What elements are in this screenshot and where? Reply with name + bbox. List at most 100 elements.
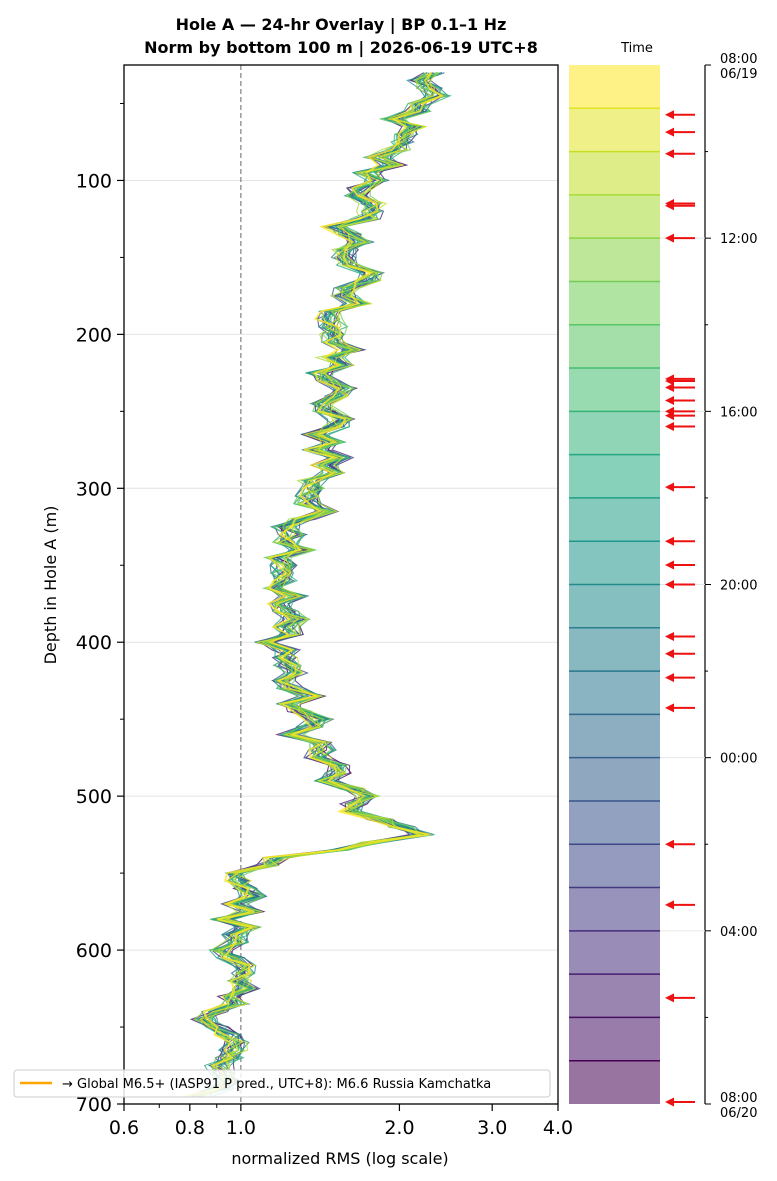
time-tick-label-5: 04:00 (720, 925, 757, 940)
series-hour-3 (189, 72, 434, 1097)
x-axis-label: normalized RMS (log scale) (231, 1149, 448, 1168)
x-tick-label-4: 3.0 (477, 1117, 507, 1139)
y-tick-label-6: 700 (76, 1094, 112, 1116)
event-arrow-12 (665, 421, 695, 431)
event-arrow-head (665, 411, 674, 421)
colorbar-band-21 (569, 974, 660, 1018)
colorbar-band-12 (569, 584, 660, 628)
time-tick-label-6: 08:00 (720, 1091, 757, 1106)
colorbar-axis: 08:0006/1912:0016:0020:0000:0004:0008:00… (660, 52, 757, 1121)
event-markers (665, 110, 695, 1107)
event-arrow-24 (665, 1097, 695, 1107)
event-arrow-5 (665, 233, 695, 243)
event-arrow-head (665, 201, 674, 211)
event-arrow-head (665, 560, 674, 570)
colorbar-band-4 (569, 238, 660, 282)
colorbar-band-13 (569, 627, 660, 672)
event-arrow-head (665, 673, 674, 683)
event-arrow-0 (665, 110, 695, 120)
series-hour-10 (196, 72, 433, 1097)
y-tick-label-2: 300 (76, 478, 112, 500)
series-hour-0 (183, 72, 444, 1098)
x-tick-label-5: 4.0 (543, 1117, 573, 1139)
event-arrow-head (665, 631, 674, 641)
y-axis: 100 200 300 400 500 600 700 (76, 102, 124, 1116)
event-arrow-21 (665, 839, 695, 849)
colorbar-band-6 (569, 324, 660, 369)
event-arrow-11 (665, 411, 695, 421)
time-tick-label-4: 00:00 (720, 752, 757, 767)
chart-title-line1: Hole A — 24-hr Overlay | BP 0.1–1 Hz (176, 15, 507, 35)
colorbar-label: Time (620, 41, 653, 56)
colorbar-band-18 (569, 844, 660, 888)
x-tick-label-0: 0.6 (109, 1117, 139, 1139)
time-tick-label-0: 08:00 (720, 52, 757, 67)
event-arrow-2 (665, 149, 695, 159)
event-arrow-13 (665, 482, 695, 492)
legend-box (13, 1069, 551, 1098)
event-arrow-7 (665, 376, 695, 386)
event-arrow-head (665, 233, 674, 243)
series-hour-1 (199, 72, 435, 1097)
colorbar-band-8 (569, 411, 660, 455)
event-arrow-22 (665, 900, 695, 910)
x-tick-label-1: 0.8 (175, 1117, 205, 1139)
event-arrow-head (665, 110, 674, 120)
plot-frame (123, 64, 559, 1105)
time-tick-label-2: 16:00 (720, 405, 757, 420)
y-tick-label-1: 200 (76, 324, 112, 346)
x-tick-label-2: 1.0 (226, 1117, 256, 1139)
x-axis: 0.6 0.8 1.0 2.0 3.0 4.0 (109, 1104, 573, 1139)
colorbar-band-10 (569, 497, 660, 542)
colorbar-band-15 (569, 714, 660, 758)
event-arrow-head (665, 839, 674, 849)
colorbar-band-16 (569, 757, 660, 801)
event-arrow-20 (665, 703, 695, 713)
colorbar-band-11 (569, 541, 660, 585)
event-arrow-head (665, 421, 674, 431)
colorbar (569, 65, 660, 1104)
colorbar-band-14 (569, 671, 660, 715)
event-arrow-15 (665, 560, 695, 570)
event-arrow-head (665, 396, 674, 406)
event-arrow-9 (665, 396, 695, 406)
event-arrow-head (665, 900, 674, 910)
colorbar-band-17 (569, 800, 660, 845)
y-tick-label-4: 500 (76, 786, 112, 808)
plot-grid (124, 179, 558, 951)
time-tick-date-6: 06/20 (720, 1106, 757, 1121)
colorbar-band-22 (569, 1017, 660, 1061)
y-tick-label-0: 100 (76, 170, 112, 192)
event-arrow-23 (665, 993, 695, 1003)
time-tick-label-1: 12:00 (720, 232, 757, 247)
y-tick-label-5: 600 (76, 940, 112, 962)
event-arrow-head (665, 127, 674, 137)
event-arrow-8 (665, 383, 695, 393)
colorbar-band-3 (569, 194, 660, 239)
event-arrow-head (665, 376, 674, 386)
event-arrow-head (665, 580, 674, 589)
event-arrow-head (665, 703, 674, 713)
y-axis-label: Depth in Hole A (m) (41, 506, 60, 665)
event-arrow-head (665, 149, 674, 159)
colorbar-band-0 (569, 65, 660, 109)
event-arrow-4 (665, 201, 695, 211)
x-tick-label-3: 2.0 (384, 1117, 414, 1139)
series-hour-19 (187, 72, 435, 1097)
colorbar-band-1 (569, 108, 660, 152)
event-arrow-head (665, 993, 674, 1003)
time-tick-date-0: 06/19 (720, 67, 757, 82)
event-arrow-17 (665, 631, 695, 641)
event-arrow-1 (665, 127, 695, 137)
event-arrow-head (665, 1097, 674, 1107)
event-arrow-14 (665, 536, 695, 546)
colorbar-band-9 (569, 454, 660, 498)
colorbar-band-19 (569, 887, 660, 931)
series-hour-2 (195, 72, 442, 1097)
time-tick-label-3: 20:00 (720, 579, 757, 594)
event-arrow-16 (665, 580, 695, 589)
chart-title-line2: Norm by bottom 100 m | 2026-06-19 UTC+8 (144, 38, 538, 58)
series-layer (183, 72, 452, 1098)
event-arrow-18 (665, 649, 695, 659)
